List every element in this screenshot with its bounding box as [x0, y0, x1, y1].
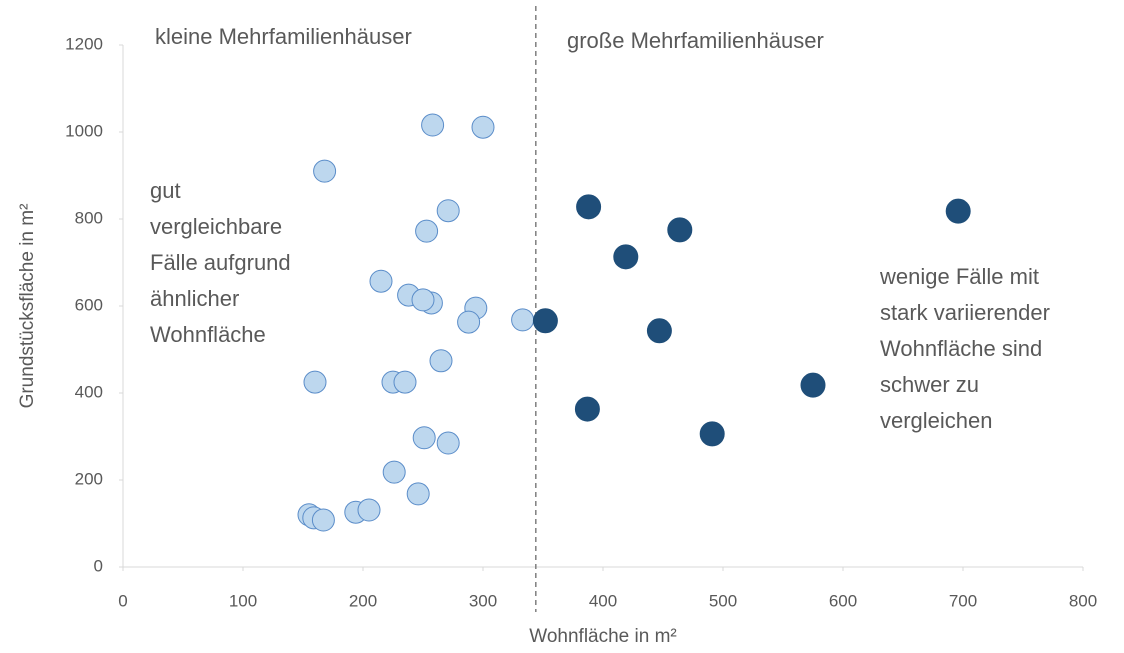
annotation: vergleichen — [880, 408, 993, 433]
point — [421, 113, 445, 137]
point — [471, 115, 495, 139]
x-tick-label: 300 — [469, 591, 497, 610]
point — [574, 396, 600, 422]
point — [457, 310, 481, 334]
point — [411, 288, 435, 312]
point — [412, 426, 436, 450]
point — [699, 421, 725, 447]
y-tick-label: 400 — [75, 382, 103, 401]
x-tick-label: 800 — [1069, 591, 1097, 610]
x-tick-label: 0 — [118, 591, 127, 610]
point — [382, 460, 406, 484]
y-tick-label: 600 — [75, 295, 103, 314]
y-tick-label: 200 — [75, 469, 103, 488]
point — [945, 198, 971, 224]
point — [576, 194, 602, 220]
y-tick-label: 800 — [75, 208, 103, 227]
x-tick-label: 700 — [949, 591, 977, 610]
annotation: Fälle aufgrund — [150, 250, 291, 275]
point — [357, 498, 381, 522]
annotation: gut — [150, 178, 181, 203]
annotation: vergleichbare — [150, 214, 282, 239]
point — [532, 308, 558, 334]
x-tick-label: 600 — [829, 591, 857, 610]
annotation: große Mehrfamilienhäuser — [567, 28, 824, 53]
annotation: stark variierender — [880, 300, 1050, 325]
point — [369, 269, 393, 293]
point — [436, 431, 460, 455]
point — [800, 372, 826, 398]
point — [511, 308, 535, 332]
y-tick-label: 1200 — [65, 34, 103, 53]
annotation: Wohnfläche sind — [880, 336, 1042, 361]
annotation: Wohnfläche — [150, 322, 266, 347]
point — [646, 318, 672, 344]
y-axis-label: Grundstücksfläche in m² — [17, 204, 38, 409]
x-tick-label: 400 — [589, 591, 617, 610]
x-axis-label: Wohnfläche in m² — [529, 626, 677, 647]
point — [429, 349, 453, 373]
point — [393, 370, 417, 394]
point — [303, 370, 327, 394]
y-tick-label: 1000 — [65, 121, 103, 140]
point — [406, 482, 430, 506]
y-tick-label: 0 — [94, 556, 103, 575]
point — [436, 199, 460, 223]
annotation: schwer zu — [880, 372, 979, 397]
point — [415, 219, 439, 243]
point — [667, 217, 693, 243]
annotation: wenige Fälle mit — [879, 264, 1039, 289]
annotation: ähnlicher — [150, 286, 239, 311]
point — [613, 244, 639, 270]
point — [311, 508, 335, 532]
x-tick-label: 200 — [349, 591, 377, 610]
x-tick-label: 500 — [709, 591, 737, 610]
x-tick-label: 100 — [229, 591, 257, 610]
annotation: kleine Mehrfamilienhäuser — [155, 24, 412, 49]
point — [313, 159, 337, 183]
